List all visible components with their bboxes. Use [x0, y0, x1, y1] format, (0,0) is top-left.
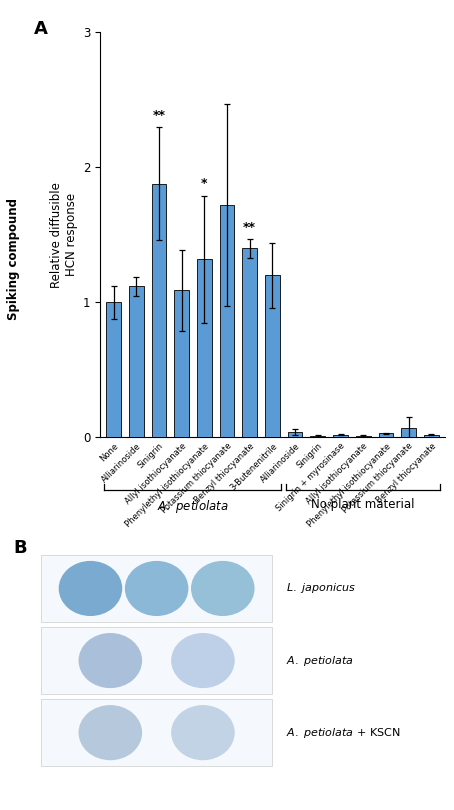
Text: Benzyl thiocyanate: Benzyl thiocyanate: [374, 441, 438, 505]
Bar: [174, 290, 189, 437]
Bar: [265, 275, 280, 437]
Y-axis label: Relative diffusible
HCN response: Relative diffusible HCN response: [50, 182, 79, 288]
Bar: [379, 433, 393, 437]
Bar: [220, 205, 234, 437]
Text: **: **: [153, 109, 165, 122]
Text: Potassium thiocyanate: Potassium thiocyanate: [341, 441, 415, 515]
Text: *: *: [201, 177, 207, 190]
Text: **: **: [243, 220, 256, 233]
Bar: [242, 249, 257, 437]
Text: Sinigrin: Sinigrin: [136, 441, 165, 471]
Text: 3-Butenenitrile: 3-Butenenitrile: [228, 441, 279, 492]
Text: $\it{A.\ petiolata}$ + KSCN: $\it{A.\ petiolata}$ + KSCN: [286, 726, 400, 740]
Text: No plant material: No plant material: [311, 498, 415, 511]
Text: Alliarinoside: Alliarinoside: [99, 441, 143, 484]
Text: Phenylethyl isothiocyanate: Phenylethyl isothiocyanate: [305, 441, 392, 528]
Text: Spiking compound: Spiking compound: [7, 198, 20, 320]
Bar: [197, 259, 212, 437]
Bar: [152, 184, 166, 437]
Text: Potassium thiocyanate: Potassium thiocyanate: [159, 441, 233, 515]
Bar: [401, 428, 416, 437]
Text: Allyl isothiocyanate: Allyl isothiocyanate: [123, 441, 188, 506]
Bar: [129, 286, 143, 437]
Bar: [288, 432, 302, 437]
Text: Benzyl thiocyanate: Benzyl thiocyanate: [192, 441, 256, 505]
Bar: [311, 436, 325, 437]
Text: Sinigrin + myrosinase: Sinigrin + myrosinase: [275, 441, 347, 514]
Bar: [333, 435, 348, 437]
Text: $\it{L.\ japonicus}$: $\it{L.\ japonicus}$: [286, 582, 356, 595]
Text: A: A: [35, 20, 48, 38]
Text: $\it{A.\ petiolata}$: $\it{A.\ petiolata}$: [286, 654, 354, 667]
Text: $\it{A.\ petiolata}$: $\it{A.\ petiolata}$: [157, 498, 229, 515]
Bar: [356, 436, 370, 437]
Text: B: B: [14, 539, 27, 556]
Text: Phenylethyl isothiocyanate: Phenylethyl isothiocyanate: [123, 441, 211, 528]
Bar: [424, 435, 439, 437]
Text: None: None: [98, 441, 120, 463]
Text: Sinigrin: Sinigrin: [295, 441, 324, 471]
Text: Allyl isothiocyanate: Allyl isothiocyanate: [305, 441, 370, 506]
Text: Alliarinoside: Alliarinoside: [258, 441, 301, 484]
Bar: [106, 302, 121, 437]
